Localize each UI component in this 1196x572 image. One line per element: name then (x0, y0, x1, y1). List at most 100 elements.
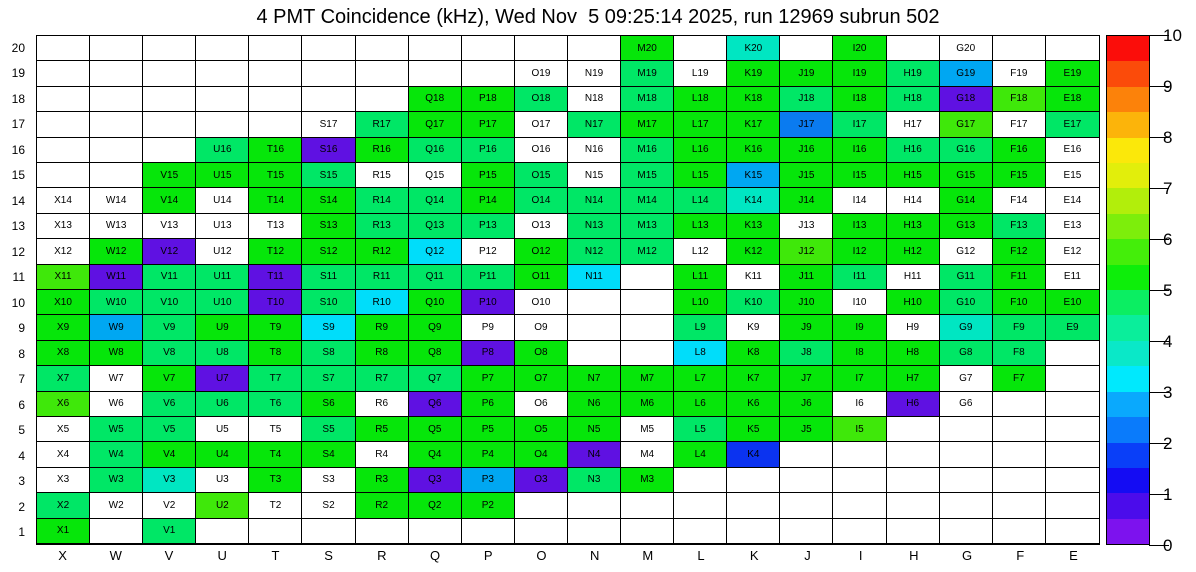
heatmap-cell (940, 493, 993, 518)
heatmap-cell (356, 519, 409, 544)
heatmap-cell: Q5 (409, 417, 462, 442)
heatmap-cell: H6 (887, 392, 940, 417)
heatmap-cell: I18 (833, 87, 886, 112)
heatmap-cell: M3 (621, 468, 674, 493)
colorbar-tick-label: 1 (1163, 486, 1196, 503)
heatmap-cell: L11 (674, 265, 727, 290)
heatmap-cell (568, 315, 621, 340)
heatmap-cell: U8 (196, 341, 249, 366)
heatmap-cell: K14 (727, 188, 780, 213)
x-axis-tick-label: V (142, 548, 195, 568)
heatmap-cell: V4 (143, 442, 196, 467)
heatmap-cell: I17 (833, 112, 886, 137)
heatmap-cell: I14 (833, 188, 886, 213)
heatmap-cell: X13 (37, 214, 90, 239)
heatmap-cell (727, 519, 780, 544)
heatmap-cell: X2 (37, 493, 90, 518)
heatmap-cell: P12 (462, 239, 515, 264)
heatmap-cell: T12 (249, 239, 302, 264)
heatmap-cell: H18 (887, 87, 940, 112)
heatmap-cell: L8 (674, 341, 727, 366)
heatmap-cell: L6 (674, 392, 727, 417)
heatmap-cell (993, 519, 1046, 544)
heatmap-cell (727, 493, 780, 518)
heatmap-cell: G15 (940, 163, 993, 188)
heatmap-cell: U15 (196, 163, 249, 188)
heatmap-cell: J12 (780, 239, 833, 264)
heatmap-cell: H14 (887, 188, 940, 213)
heatmap-cell: W8 (90, 341, 143, 366)
heatmap-cell: R2 (356, 493, 409, 518)
heatmap-cell (1046, 417, 1099, 442)
heatmap-cell: M17 (621, 112, 674, 137)
heatmap-cell: W4 (90, 442, 143, 467)
heatmap-cell: P8 (462, 341, 515, 366)
heatmap-cell: K10 (727, 290, 780, 315)
heatmap-cell: K4 (727, 442, 780, 467)
heatmap-cell (621, 290, 674, 315)
heatmap-cell: O15 (515, 163, 568, 188)
heatmap-cell: E10 (1046, 290, 1099, 315)
heatmap-cell (993, 392, 1046, 417)
heatmap-cell: H13 (887, 214, 940, 239)
heatmap-cell: N11 (568, 265, 621, 290)
heatmap-cell: W2 (90, 493, 143, 518)
heatmap-cell: I8 (833, 341, 886, 366)
heatmap-cell: O6 (515, 392, 568, 417)
heatmap-cell: O12 (515, 239, 568, 264)
heatmap-cell: R15 (356, 163, 409, 188)
x-axis-tick-label: H (887, 548, 940, 568)
heatmap-cell: V13 (143, 214, 196, 239)
heatmap-cell: M6 (621, 392, 674, 417)
heatmap-cell (833, 468, 886, 493)
heatmap-cell (1046, 341, 1099, 366)
heatmap-cell (143, 112, 196, 137)
heatmap-cell: P2 (462, 493, 515, 518)
heatmap-cell: V7 (143, 366, 196, 391)
heatmap-cell: E17 (1046, 112, 1099, 137)
heatmap-cell (409, 61, 462, 86)
heatmap-cell: V12 (143, 239, 196, 264)
heatmap-cell (568, 493, 621, 518)
heatmap-cell: E16 (1046, 138, 1099, 163)
heatmap-cell: Q9 (409, 315, 462, 340)
heatmap-cell: I6 (833, 392, 886, 417)
heatmap-cell: J17 (780, 112, 833, 137)
heatmap-cell: Q11 (409, 265, 462, 290)
heatmap-cell (780, 519, 833, 544)
heatmap-cell: U3 (196, 468, 249, 493)
x-axis-tick-label: J (781, 548, 834, 568)
heatmap-cell (621, 341, 674, 366)
x-axis-tick-label: M (621, 548, 674, 568)
heatmap-cell (993, 468, 1046, 493)
heatmap-cell (249, 87, 302, 112)
heatmap-cell: U6 (196, 392, 249, 417)
heatmap-cell: E11 (1046, 265, 1099, 290)
y-axis-tick-label: 20 (0, 35, 32, 61)
heatmap-cell (196, 36, 249, 61)
x-axis-tick-label: R (355, 548, 408, 568)
heatmap-cell (993, 36, 1046, 61)
heatmap-cell: J5 (780, 417, 833, 442)
heatmap-cell: J15 (780, 163, 833, 188)
y-axis-tick-label: 17 (0, 112, 32, 138)
heatmap-cell: T3 (249, 468, 302, 493)
heatmap-cell: U5 (196, 417, 249, 442)
heatmap-cell: I13 (833, 214, 886, 239)
x-axis-tick-label: F (994, 548, 1047, 568)
colorbar-band (1107, 36, 1149, 61)
heatmap-cell: L17 (674, 112, 727, 137)
heatmap-cell: T15 (249, 163, 302, 188)
heatmap-cell: J14 (780, 188, 833, 213)
heatmap-cell: R8 (356, 341, 409, 366)
heatmap-cell (515, 519, 568, 544)
heatmap-cell (621, 315, 674, 340)
heatmap-cell: N19 (568, 61, 621, 86)
heatmap-cell: Q16 (409, 138, 462, 163)
heatmap-cell: O8 (515, 341, 568, 366)
heatmap-cell (887, 36, 940, 61)
heatmap-cell: K18 (727, 87, 780, 112)
heatmap-cell: V5 (143, 417, 196, 442)
heatmap-cell: G10 (940, 290, 993, 315)
heatmap-cell: X6 (37, 392, 90, 417)
